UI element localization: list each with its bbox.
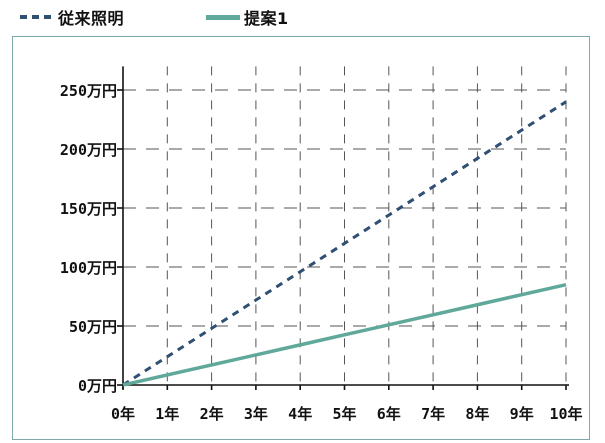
legend-item-conventional: 従来照明	[20, 6, 124, 28]
x-tick-label: 8年	[465, 405, 489, 423]
series	[122, 100, 567, 387]
legend-item-proposal1: 提案1	[206, 6, 289, 28]
legend-label-conventional: 従来照明	[58, 9, 125, 28]
legend-label-proposal1: 提案1	[244, 9, 289, 28]
tick-labels: 0万円 50万円 100万円 150万円 200万円 250万円 0年 1年 2年 3年 4年 5年 6…	[60, 82, 583, 423]
grid	[123, 66, 567, 385]
legend-swatch-dashed	[20, 15, 54, 19]
y-tick-label: 0万円	[78, 377, 117, 395]
x-tick-label: 6年	[377, 405, 401, 423]
x-tick-label: 2年	[200, 405, 224, 423]
y-tick-label: 150万円	[60, 200, 117, 218]
legend: 従来照明 提案1	[0, 0, 605, 36]
x-tick-label: 3年	[244, 405, 268, 423]
y-tick-label: 100万円	[60, 259, 117, 277]
y-tick-label: 50万円	[69, 318, 117, 336]
x-tick-label: 7年	[421, 405, 445, 423]
y-tick-label: 250万円	[60, 82, 117, 100]
x-tick-label: 1年	[155, 405, 179, 423]
x-tick-label: 0年	[111, 405, 135, 423]
x-tick-label: 9年	[510, 405, 534, 423]
y-tick-label: 200万円	[60, 141, 117, 159]
plot-frame	[12, 36, 590, 440]
x-tick-label: 5年	[332, 405, 356, 423]
x-tick-label: 4年	[288, 405, 312, 423]
axes	[117, 66, 569, 390]
x-tick-label: 10年	[549, 405, 582, 423]
legend-swatch-solid	[206, 14, 240, 20]
